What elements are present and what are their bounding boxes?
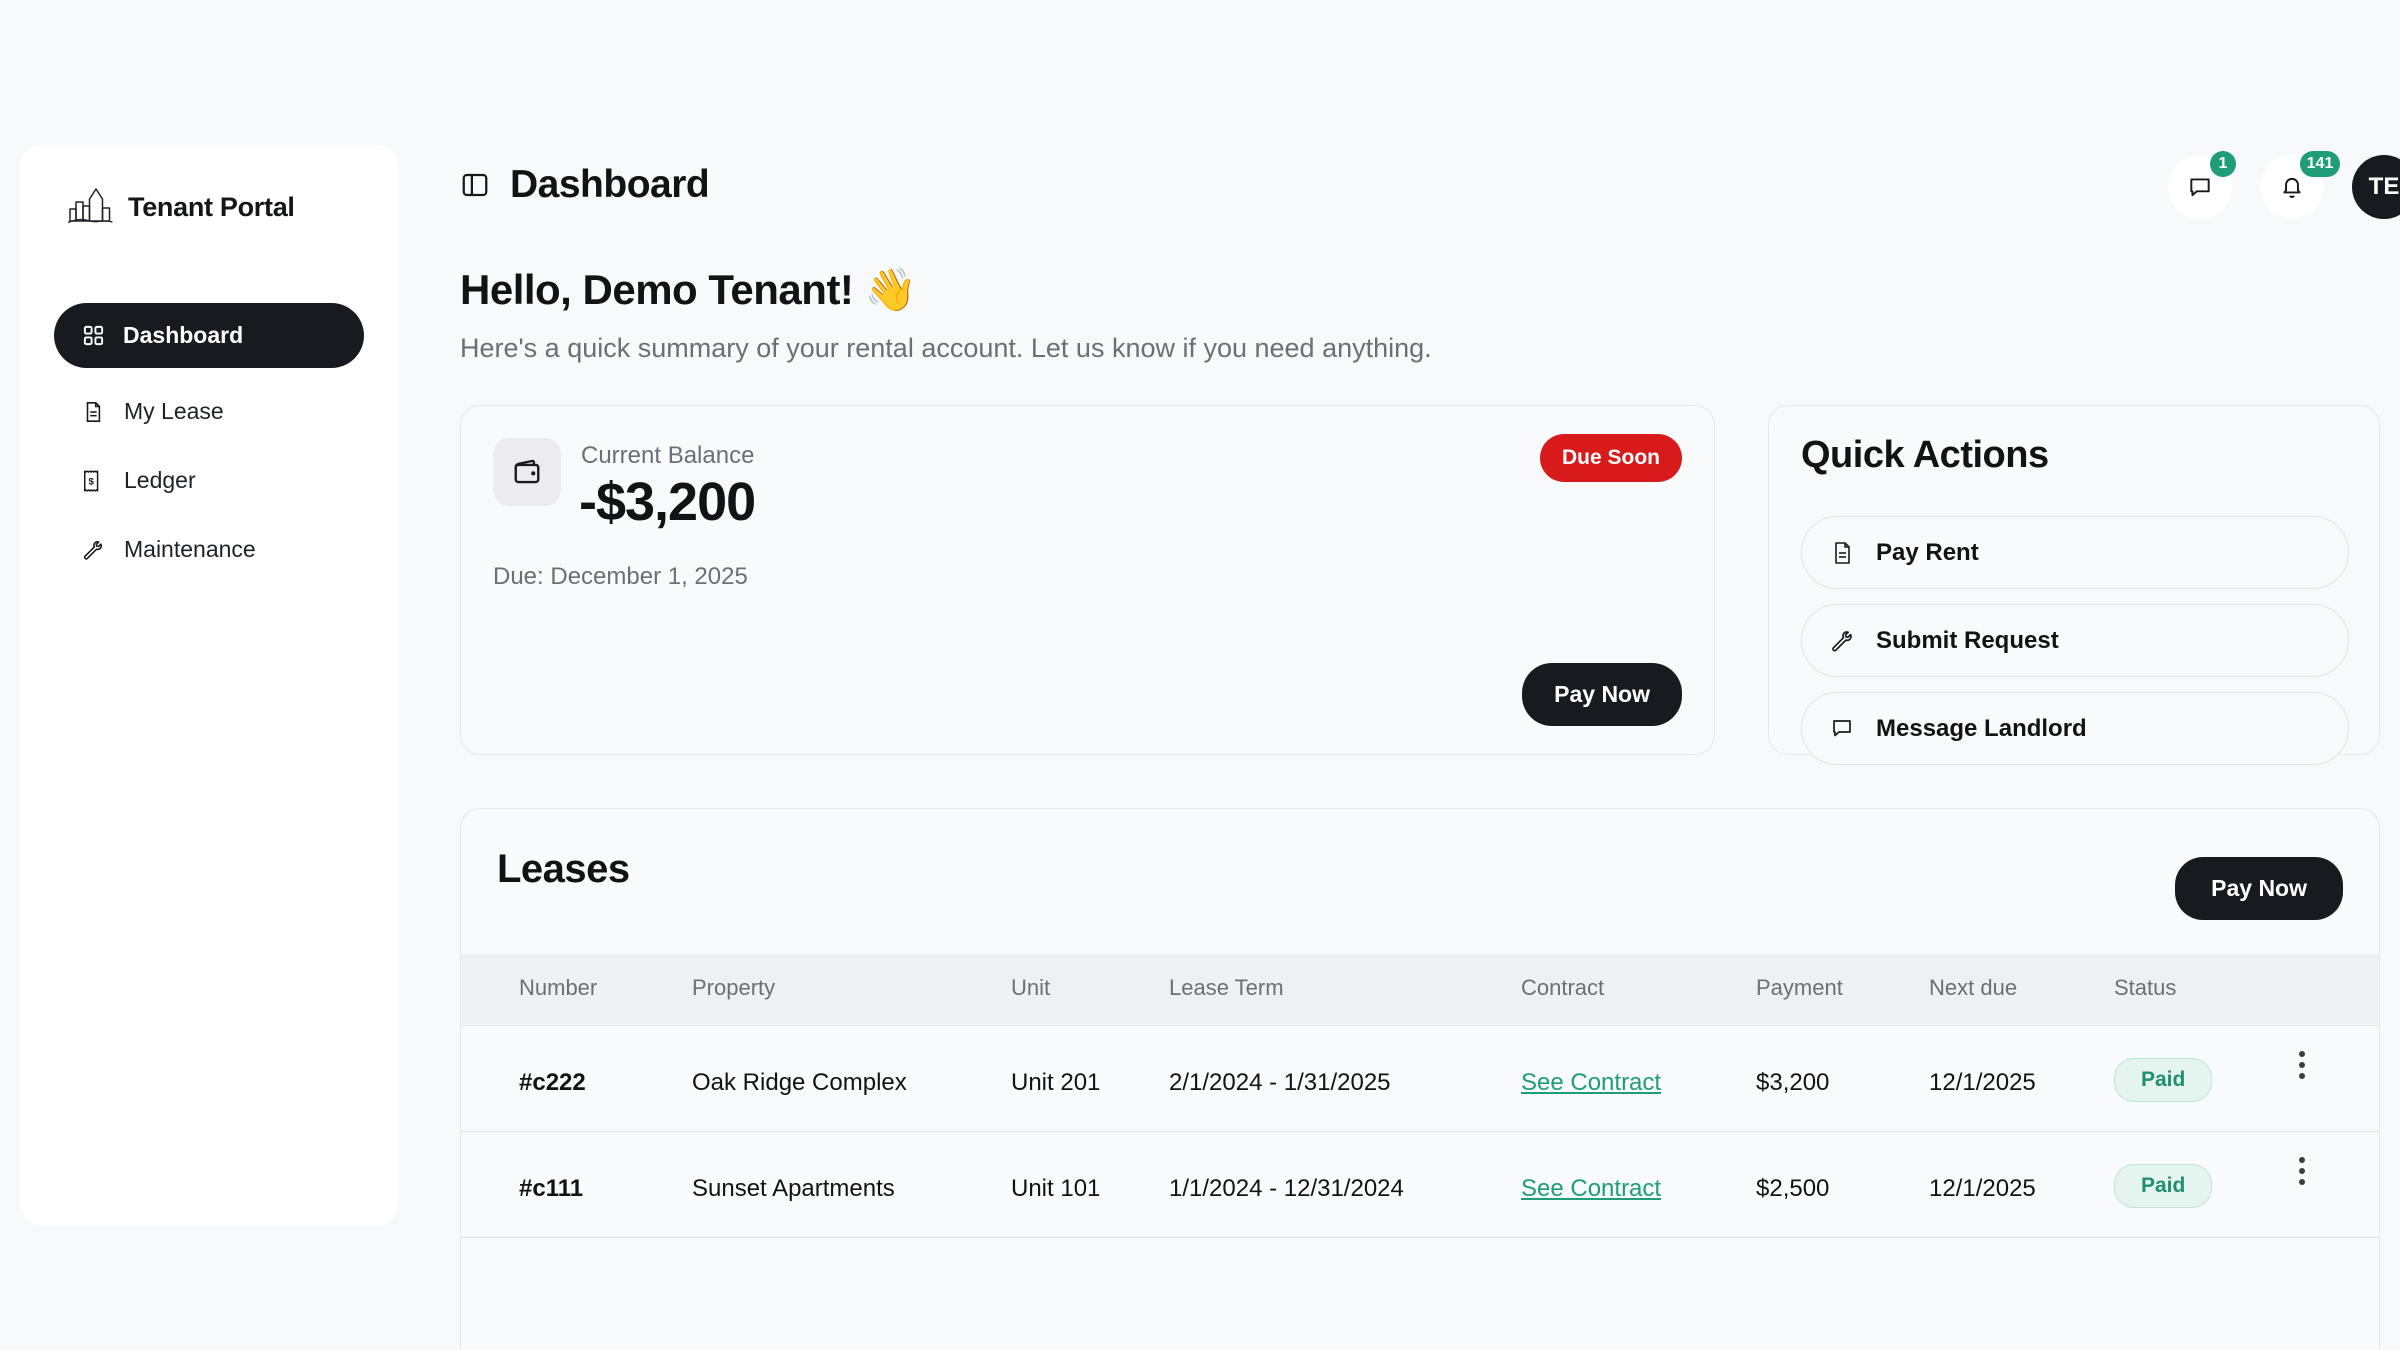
svg-text:$: $ <box>88 476 94 487</box>
